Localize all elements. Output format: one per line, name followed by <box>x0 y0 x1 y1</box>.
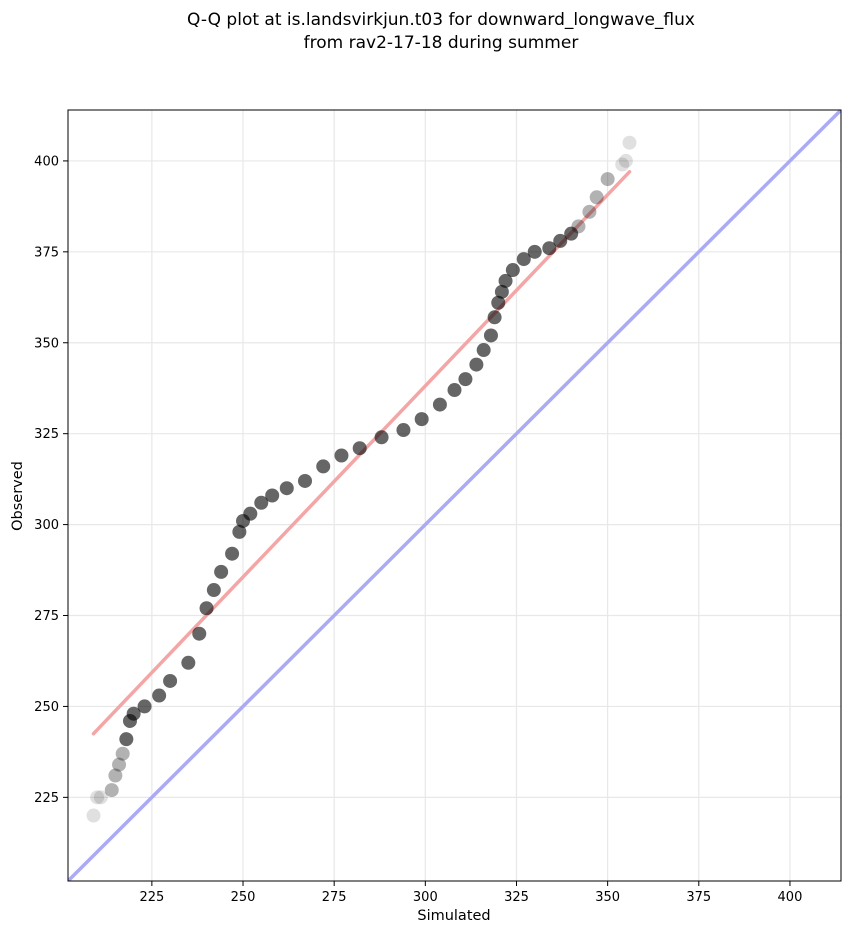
data-point <box>108 768 123 783</box>
identity-line <box>68 110 841 881</box>
data-point <box>414 412 429 427</box>
data-point <box>582 204 597 219</box>
y-tick-label: 375 <box>34 245 59 260</box>
data-point <box>447 383 462 398</box>
data-point <box>199 601 214 616</box>
x-axis-ticks: 225 250 275 300 325 350 375 400 <box>139 881 802 905</box>
data-point <box>564 226 579 241</box>
data-point <box>469 357 484 372</box>
data-point <box>432 397 447 412</box>
x-tick-label: 225 <box>139 890 164 905</box>
y-axis-ticks: 225 250 275 300 325 350 375 400 <box>34 154 68 806</box>
data-point <box>494 284 509 299</box>
data-point <box>600 172 615 187</box>
data-point <box>206 583 221 598</box>
y-tick-label: 300 <box>34 518 59 533</box>
data-point <box>458 372 473 387</box>
data-point <box>483 328 498 343</box>
data-point <box>553 233 568 248</box>
x-tick-label: 375 <box>686 890 711 905</box>
data-point <box>542 241 557 256</box>
data-point <box>279 481 294 496</box>
x-tick-label: 250 <box>231 890 256 905</box>
data-point <box>505 263 520 278</box>
data-point <box>498 273 513 288</box>
plot-frame <box>67 109 842 882</box>
chart-title-line-2: from rav2-17-18 during summer <box>304 33 579 53</box>
data-point <box>115 746 130 761</box>
y-tick-label: 250 <box>34 700 59 715</box>
data-point <box>163 673 178 688</box>
data-point <box>316 459 331 474</box>
data-point <box>334 448 349 463</box>
data-point <box>86 808 101 823</box>
data-point <box>112 757 127 772</box>
data-point <box>137 699 152 714</box>
data-point <box>516 252 531 267</box>
data-point <box>181 655 196 670</box>
data-point <box>126 706 141 721</box>
data-point <box>90 790 105 805</box>
data-point <box>571 219 586 234</box>
data-point <box>476 343 491 358</box>
y-tick-label: 225 <box>34 791 59 806</box>
x-tick-label: 400 <box>778 890 803 905</box>
data-point <box>374 430 389 445</box>
data-point <box>491 295 506 310</box>
data-point <box>265 488 280 503</box>
chart-title-line-1: Q-Q plot at is.landsvirkjun.t03 for down… <box>187 10 695 30</box>
y-tick-label: 275 <box>34 609 59 624</box>
data-point <box>618 153 633 168</box>
data-point <box>214 564 229 579</box>
x-tick-label: 325 <box>504 890 529 905</box>
data-point <box>254 495 269 510</box>
data-point <box>119 732 134 747</box>
data-point <box>487 310 502 325</box>
data-point <box>615 157 630 172</box>
x-axis-label: Simulated <box>417 908 490 924</box>
y-tick-label: 400 <box>34 154 59 169</box>
data-point <box>192 626 207 641</box>
data-point <box>396 423 411 438</box>
data-point <box>152 688 167 703</box>
quantile-points <box>86 135 637 823</box>
y-axis-label: Observed <box>10 461 26 531</box>
data-point <box>225 546 240 561</box>
data-point <box>298 473 313 488</box>
data-point <box>104 783 119 798</box>
y-tick-label: 325 <box>34 427 59 442</box>
grid-lines <box>68 110 841 881</box>
data-point <box>527 244 542 259</box>
x-tick-label: 275 <box>322 890 347 905</box>
data-point <box>232 524 247 539</box>
x-tick-label: 300 <box>413 890 438 905</box>
data-point <box>622 135 637 150</box>
x-tick-label: 350 <box>595 890 620 905</box>
data-point <box>352 441 367 456</box>
data-point <box>589 190 604 205</box>
y-tick-label: 350 <box>34 336 59 351</box>
data-point <box>93 790 108 805</box>
data-point <box>243 506 258 521</box>
